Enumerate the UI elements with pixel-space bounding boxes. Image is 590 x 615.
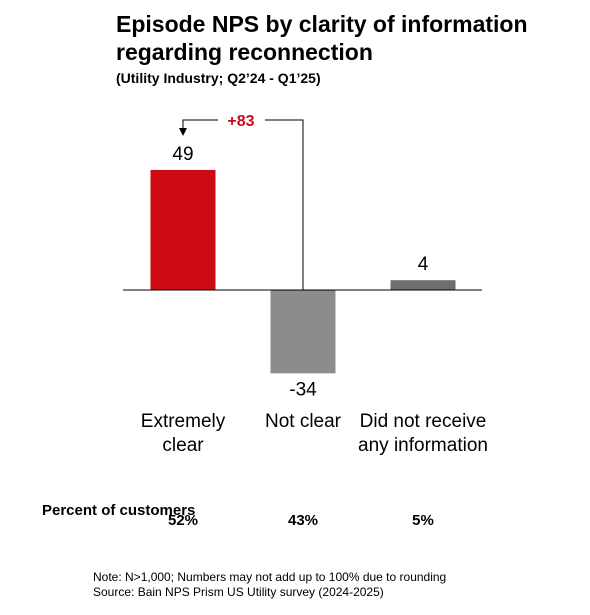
bar-did-not-receive xyxy=(390,280,456,290)
chart-title: Episode NPS by clarity of information re… xyxy=(116,11,528,65)
percent-did-not-receive: 5% xyxy=(412,512,434,529)
footnote-note: Note: N>1,000; Numbers may not add up to… xyxy=(93,570,447,584)
chart-subtitle: (Utility Industry; Q2’24 - Q1’25) xyxy=(116,70,321,86)
difference-label: +83 xyxy=(227,113,254,130)
difference-arrowhead xyxy=(179,128,187,136)
category-label-did-not-receive: Did not receive any information xyxy=(358,411,488,456)
footnote: Note: N>1,000; Numbers may not add up to… xyxy=(93,570,446,600)
value-label-extremely-clear: 49 xyxy=(172,144,193,165)
value-label-did-not-receive: 4 xyxy=(418,254,429,275)
percent-not-clear: 43% xyxy=(287,512,319,529)
value-label-not-clear: -34 xyxy=(289,379,317,400)
percent-of-customers-label: Percent of customers xyxy=(42,502,196,519)
bar-not-clear xyxy=(270,290,336,374)
bar-extremely-clear xyxy=(150,169,216,290)
category-label-extremely-clear: Extremely clear xyxy=(140,411,226,456)
category-label-not-clear: Not clear xyxy=(264,411,342,432)
percent-extremely-clear: 52% xyxy=(167,512,199,529)
footnote-source: Source: Bain NPS Prism US Utility survey… xyxy=(93,585,384,599)
difference-bracket xyxy=(182,119,304,290)
